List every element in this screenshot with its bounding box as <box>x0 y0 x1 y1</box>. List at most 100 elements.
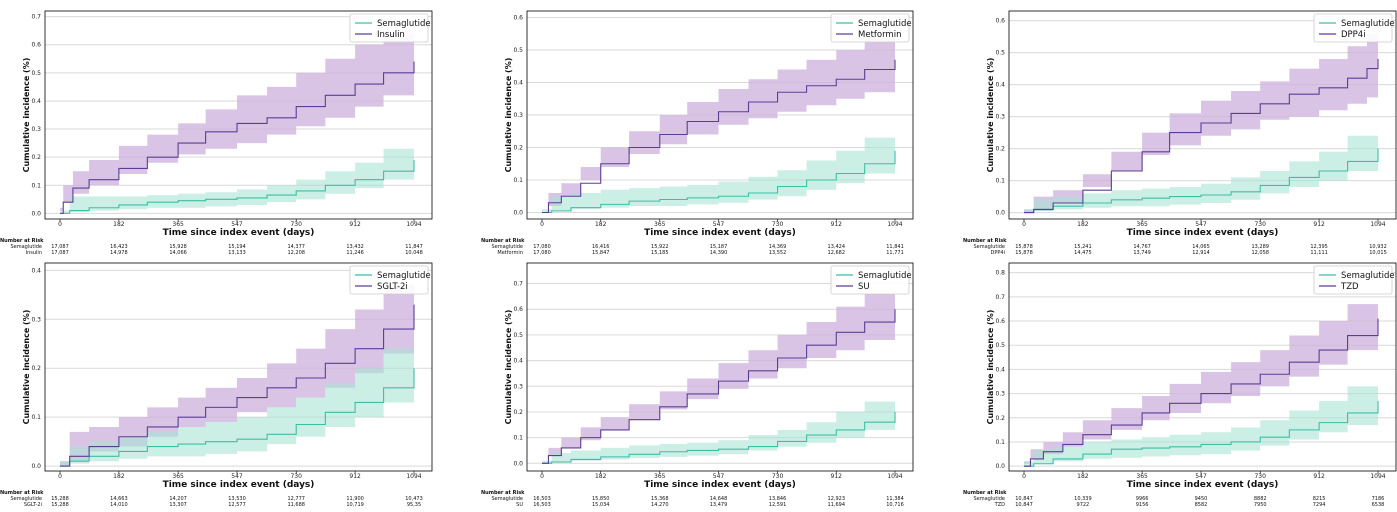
risk-count: 10,015 <box>1369 250 1387 256</box>
risk-count: 10,847 <box>1015 502 1033 508</box>
risk-count: 15,288 <box>51 496 69 502</box>
series-line-metformin <box>542 59 896 214</box>
risk-count: 13,479 <box>710 502 728 508</box>
risk-table-header: Number at Risk <box>0 238 44 244</box>
risk-count: 14,648 <box>710 496 728 502</box>
plot-frame <box>1008 10 1397 220</box>
x-tick-label: 1094 <box>1370 221 1385 228</box>
ci-band-sglt-2i <box>60 255 414 467</box>
legend-entry: Semaglutide <box>1341 271 1395 281</box>
y-tick-label: 0.6 <box>513 15 523 22</box>
risk-count: 13,749 <box>1133 250 1151 256</box>
risk-count: 11,688 <box>287 502 305 508</box>
x-tick-label: 912 <box>349 221 361 228</box>
risk-count: 15,922 <box>651 244 669 250</box>
x-tick-label: 182 <box>113 473 125 480</box>
y-tick-label: 0.5 <box>995 342 1005 349</box>
risk-count: 14,065 <box>1192 244 1210 250</box>
risk-count: 8215 <box>1313 496 1326 502</box>
risk-count: 7294 <box>1313 502 1326 508</box>
risk-count: 16,503 <box>533 502 551 508</box>
y-tick-label: 0.2 <box>31 365 41 372</box>
legend-entry: SGLT-2i <box>377 282 408 292</box>
legend-entry: SU <box>858 282 870 292</box>
km-panel-su: 0.0 0.1 0.2 0.3 0.4 0.5 0.6 0.7 0 182 365 547 730 912… <box>481 262 914 508</box>
risk-count: 13,530 <box>228 496 246 502</box>
y-tick-label: 0.5 <box>31 70 41 77</box>
risk-count: 10,847 <box>1015 496 1033 502</box>
y-tick-label: 0.0 <box>31 210 41 217</box>
ci-band-su <box>542 278 895 464</box>
series-line-dpp4i <box>1024 59 1379 214</box>
x-tick-label: 730 <box>772 473 784 480</box>
x-axis-label: Time since index event (days) <box>1127 228 1279 238</box>
x-tick-label: 0 <box>58 221 62 228</box>
y-tick-label: 0.7 <box>995 294 1005 301</box>
legend-entry: Insulin <box>377 30 405 40</box>
risk-count: 15,241 <box>1074 244 1092 250</box>
x-tick-label: 0 <box>540 473 544 480</box>
x-tick-label: 547 <box>713 221 725 228</box>
y-tick-label: 0.3 <box>31 316 41 323</box>
risk-row-label: Semaglutide <box>973 496 1005 502</box>
risk-table-header: Number at Risk <box>0 490 44 496</box>
risk-count: 15,928 <box>169 244 187 250</box>
risk-count: 7186 <box>1372 496 1385 502</box>
y-tick-label: 0.6 <box>513 306 523 313</box>
x-tick-label: 0 <box>1022 473 1026 480</box>
risk-count: 17,080 <box>533 244 551 250</box>
risk-count: 15,847 <box>592 250 610 256</box>
risk-row-label: Semaglutide <box>973 244 1005 250</box>
legend-box <box>830 265 910 295</box>
risk-count: 14,369 <box>769 244 787 250</box>
series-line-tzd <box>1024 318 1379 467</box>
risk-count: 15,187 <box>710 244 728 250</box>
x-tick-label: 547 <box>1195 473 1207 480</box>
risk-count: 15,878 <box>1015 244 1033 250</box>
risk-count: 12,914 <box>1192 250 1210 256</box>
risk-count: 14,767 <box>1133 244 1151 250</box>
y-tick-label: 0.2 <box>513 409 523 416</box>
risk-row-label: Insulin <box>26 250 42 256</box>
y-tick-label: 0.0 <box>513 210 523 217</box>
y-tick-label: 0.6 <box>31 42 41 49</box>
x-tick-label: 365 <box>654 221 666 228</box>
x-tick-label: 182 <box>1077 221 1089 228</box>
risk-count: 7950 <box>1254 502 1267 508</box>
legend-entry: TZD <box>1340 282 1359 292</box>
risk-count: 14,475 <box>1074 250 1092 256</box>
risk-count: 14,663 <box>110 496 128 502</box>
x-tick-label: 182 <box>595 473 607 480</box>
risk-count: 10,932 <box>1369 244 1387 250</box>
x-tick-label: 1094 <box>887 221 902 228</box>
y-tick-label: 0.3 <box>995 391 1005 398</box>
y-tick-label: 0.5 <box>513 332 523 339</box>
risk-count: 8582 <box>1195 502 1208 508</box>
x-tick-label: 730 <box>290 473 302 480</box>
x-tick-label: 547 <box>231 221 243 228</box>
risk-count: 14,390 <box>710 250 728 256</box>
x-tick-label: 365 <box>172 221 184 228</box>
risk-count: 14,207 <box>169 496 187 502</box>
risk-table-header: Number at Risk <box>481 490 525 496</box>
risk-count: 11,694 <box>828 502 846 508</box>
ci-band-semaglutide <box>60 324 414 467</box>
km-panel-dpp4i: 0.0 0.1 0.2 0.3 0.4 0.5 0.6 0 182 365 547 730 912 109… <box>963 10 1397 256</box>
risk-count: 14,377 <box>287 244 305 250</box>
y-axis-label: Cumulative incidence (%) <box>504 310 513 425</box>
x-tick-label: 912 <box>349 473 361 480</box>
y-tick-label: 0.4 <box>995 82 1005 89</box>
legend-box <box>1313 265 1393 295</box>
x-tick-label: 1094 <box>1370 473 1385 480</box>
risk-count: 10,473 <box>405 496 423 502</box>
plot-frame <box>526 262 914 472</box>
y-tick-label: 0.8 <box>995 270 1005 277</box>
x-tick-label: 182 <box>595 221 607 228</box>
risk-count: 9966 <box>1136 496 1149 502</box>
x-tick-label: 365 <box>172 473 184 480</box>
y-tick-label: 0.0 <box>513 460 523 467</box>
